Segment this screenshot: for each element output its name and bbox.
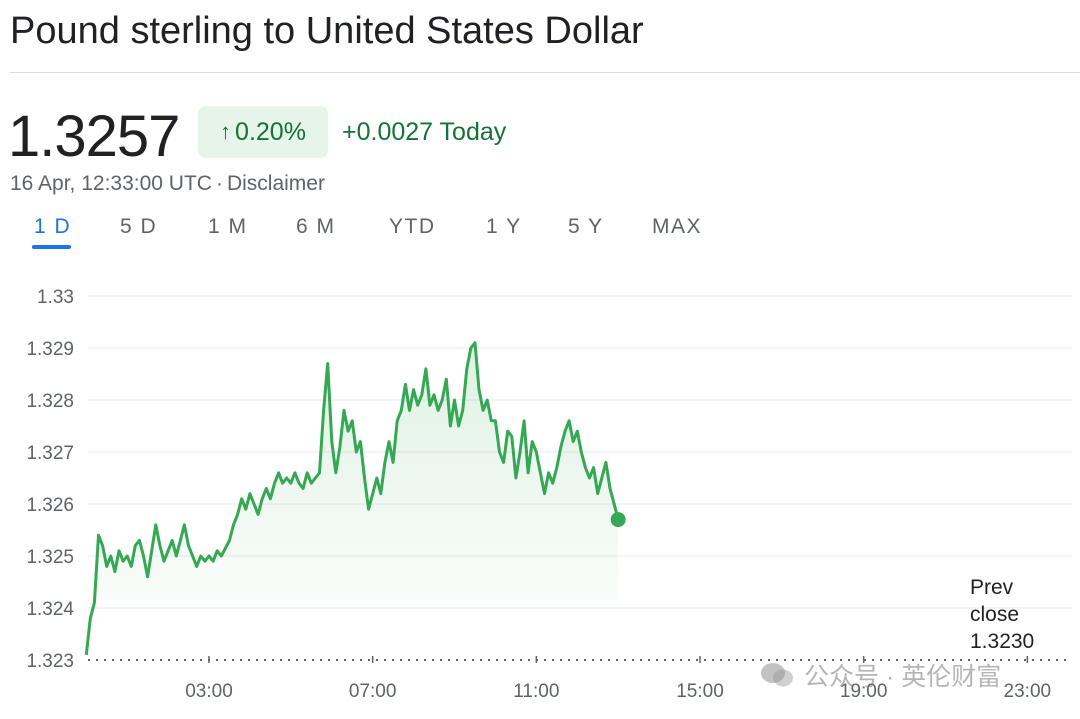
previous-close-label-line: Prev xyxy=(970,576,1014,599)
tab-5y[interactable]: 5 Y xyxy=(568,215,604,238)
y-tick-label: 1.324 xyxy=(26,599,74,620)
price-chart[interactable]: 1.323 1.324 1.325 1.326 1.327 1.328 1.329 1.33 0… xyxy=(0,270,1080,719)
percent-change-value: 0.20% xyxy=(235,117,306,146)
tab-1y[interactable]: 1 Y xyxy=(486,215,522,238)
y-tick-label: 1.323 xyxy=(26,651,74,672)
page-title: Pound sterling to United States Dollar xyxy=(10,10,644,52)
x-tick-label: 07:00 xyxy=(349,681,397,702)
range-tabs: 1 D 5 D 1 M 6 M YTD 1 Y 5 Y MAX xyxy=(0,215,760,255)
tab-5d[interactable]: 5 D xyxy=(120,215,158,238)
y-tick-label: 1.329 xyxy=(26,339,74,360)
quote-timestamp: 16 Apr, 12:33:00 UTC xyxy=(10,172,212,195)
series-area xyxy=(86,342,619,655)
timestamp-separator: · xyxy=(215,172,223,195)
y-tick-label: 1.327 xyxy=(26,443,74,464)
percent-change-badge: ↑ 0.20% xyxy=(198,106,328,158)
tab-max[interactable]: MAX xyxy=(652,215,703,238)
tab-6m[interactable]: 6 M xyxy=(296,215,336,238)
tab-1d[interactable]: 1 D xyxy=(34,215,72,238)
x-tick-label: 15:00 xyxy=(676,681,724,702)
x-tick-label: 11:00 xyxy=(513,681,559,702)
y-tick-label: 1.328 xyxy=(26,391,74,412)
x-tick-label: 23:00 xyxy=(1004,681,1052,702)
x-tick-label: 03:00 xyxy=(185,681,233,702)
title-divider xyxy=(10,72,1080,73)
previous-close-label-line: close xyxy=(970,603,1019,626)
tab-ytd[interactable]: YTD xyxy=(389,215,436,238)
wechat-icon xyxy=(761,663,793,687)
arrow-up-icon: ↑ xyxy=(220,119,232,144)
current-price: 1.3257 xyxy=(8,104,180,169)
previous-close-label: Prev close 1.3230 xyxy=(970,576,1034,653)
y-tick-label: 1.33 xyxy=(37,287,74,308)
watermark: 公众号 · 英伦财富 xyxy=(760,657,1001,693)
x-tick-label: 19:00 xyxy=(840,681,888,702)
watermark-text: 公众号 · 英伦财富 xyxy=(804,663,1002,691)
current-price-marker xyxy=(610,512,626,528)
absolute-change: +0.0027 Today xyxy=(342,118,507,146)
y-tick-label: 1.325 xyxy=(26,547,74,568)
tab-1m[interactable]: 1 M xyxy=(208,215,248,238)
y-tick-label: 1.326 xyxy=(26,495,74,516)
previous-close-label-line: 1.3230 xyxy=(970,630,1034,653)
series-line xyxy=(84,341,620,655)
active-tab-indicator xyxy=(32,245,71,249)
disclaimer-link[interactable]: Disclaimer xyxy=(226,172,325,195)
quote-timestamp-line: 16 Apr, 12:33:00 UTC · Disclaimer xyxy=(10,172,325,196)
